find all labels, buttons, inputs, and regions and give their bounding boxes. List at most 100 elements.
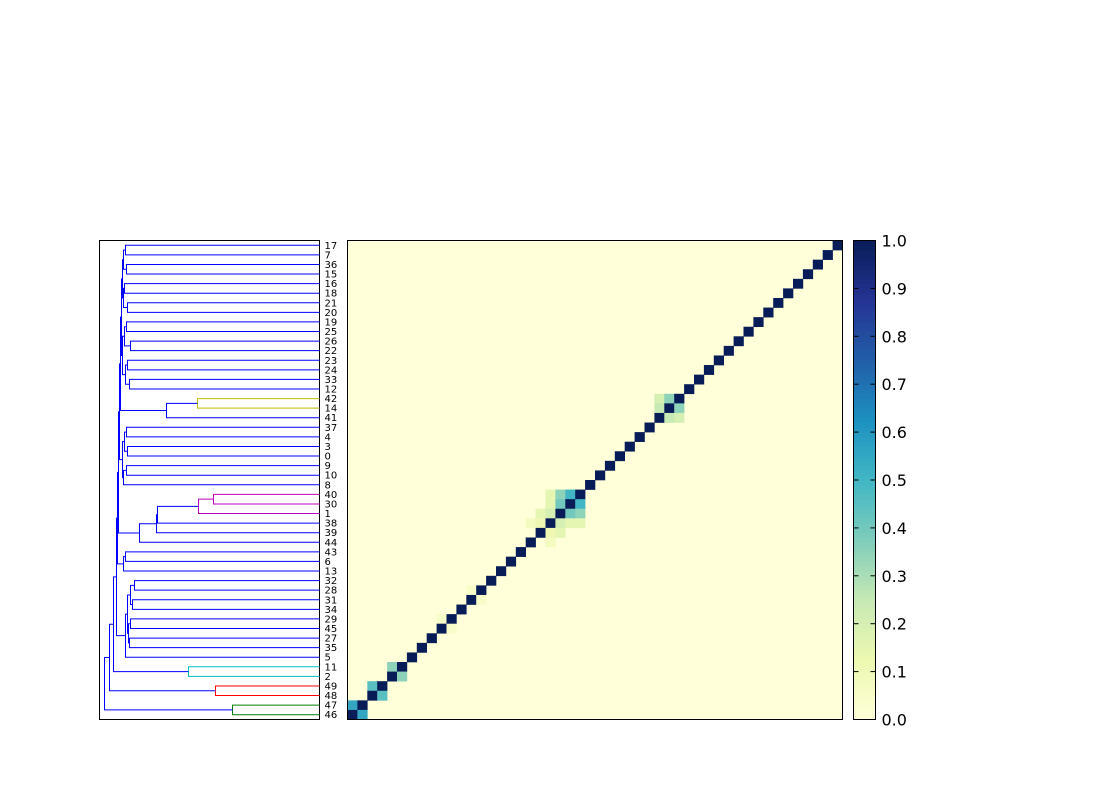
leaf-label: 14	[325, 404, 338, 415]
heatmap-cell	[674, 393, 685, 404]
colorbar-gradient-step	[853, 398, 876, 404]
heatmap-cell	[753, 317, 764, 328]
heatmap-cell	[535, 508, 546, 519]
colorbar-gradient-step	[853, 523, 876, 529]
leaf-label: 29	[325, 614, 338, 625]
heatmap-cell	[703, 365, 715, 375]
colorbar-gradient-step	[853, 365, 876, 371]
colorbar-gradient-step	[853, 599, 876, 606]
heatmap-cell	[604, 460, 616, 471]
heatmap-cell	[555, 489, 566, 500]
heatmap-cell	[763, 307, 774, 318]
colorbar-tick-label: 0.9	[882, 279, 907, 298]
colorbar-gradient-step	[853, 283, 876, 289]
leaf-label: 21	[325, 298, 338, 309]
colorbar-gradient-step	[853, 269, 876, 275]
colorbar-gradient-step	[853, 393, 876, 400]
heatmap-cell	[515, 547, 526, 557]
colorbar-gradient-step	[853, 480, 876, 486]
heatmap-cell	[773, 297, 784, 308]
colorbar-gradient-step	[853, 542, 876, 548]
heatmap-panel	[347, 240, 843, 720]
colorbar-gradient-step	[853, 681, 876, 687]
colorbar-gradient-step	[853, 321, 876, 328]
heatmap-cell	[357, 709, 368, 720]
heatmap-cell	[545, 508, 556, 519]
colorbar-gradient-step	[853, 575, 876, 582]
colorbar-gradient-step	[853, 685, 876, 692]
colorbar-gradient-step	[853, 317, 876, 323]
colorbar-gradient-step	[853, 604, 876, 610]
colorbar-gradient-step	[853, 618, 876, 625]
leaf-label: 35	[325, 643, 338, 654]
leaf-label: 33	[325, 375, 338, 386]
heatmap-cell	[545, 489, 556, 500]
colorbar-gradient-step	[853, 642, 876, 649]
leaf-label: 30	[325, 499, 338, 510]
colorbar-gradient-step	[853, 412, 876, 419]
heatmap-cell	[614, 451, 625, 462]
heatmap-cell	[367, 681, 378, 692]
heatmap-cell	[575, 518, 586, 529]
colorbar-tick-label: 1.0	[882, 232, 907, 251]
heatmap-cell	[446, 614, 457, 624]
colorbar-gradient-step	[853, 676, 876, 682]
leaf-label: 22	[325, 346, 338, 357]
colorbar-tick-label: 0.3	[882, 567, 907, 586]
heatmap-cell	[743, 326, 754, 337]
colorbar-gradient-step	[853, 508, 876, 515]
heatmap-cell	[545, 518, 556, 529]
heatmap-cell	[397, 671, 408, 682]
leaf-label: 2	[325, 672, 331, 683]
colorbar-gradient-step	[853, 566, 876, 572]
heatmap-cell	[436, 623, 447, 634]
colorbar-tick-label: 0.8	[882, 327, 907, 346]
colorbar-tick-label: 0.0	[882, 711, 907, 730]
colorbar-tick-label: 0.6	[882, 423, 907, 442]
colorbar-tick-label: 0.4	[882, 519, 907, 538]
heatmap-cell	[545, 527, 556, 538]
colorbar-gradient-step	[853, 547, 876, 553]
heatmap-cell	[416, 642, 427, 653]
colorbar-gradient-step	[853, 288, 876, 294]
colorbar-gradient-step	[853, 503, 876, 510]
heatmap-cell	[664, 403, 675, 414]
colorbar-gradient-step	[853, 638, 876, 644]
heatmap-cell	[476, 594, 487, 605]
leaf-label: 24	[325, 365, 338, 376]
heatmap-cell	[466, 594, 477, 605]
heatmap-cell	[555, 499, 566, 510]
colorbar-gradient-step	[853, 537, 876, 543]
colorbar-gradient-step	[853, 312, 876, 318]
heatmap-cell	[535, 527, 546, 538]
colorbar-gradient-step	[853, 695, 876, 701]
heatmap-cell	[555, 527, 566, 538]
colorbar-gradient-step	[853, 441, 876, 447]
heatmap-cell	[723, 345, 734, 356]
colorbar-gradient-step	[853, 369, 876, 376]
colorbar-gradient-step	[853, 451, 876, 457]
colorbar-gradient-step	[853, 250, 876, 256]
leaf-label: 19	[325, 317, 338, 328]
colorbar-gradient-step	[853, 594, 876, 601]
heatmap-cell	[406, 652, 418, 663]
colorbar-gradient-step	[853, 264, 876, 270]
heatmap-cell	[654, 403, 665, 414]
colorbar-gradient-step	[853, 614, 876, 620]
colorbar-tick-label: 0.7	[882, 375, 907, 394]
colorbar-gradient-step	[853, 465, 876, 471]
heatmap-cell	[575, 508, 586, 519]
leaf-label: 17	[325, 241, 338, 252]
colorbar-gradient-step	[853, 714, 876, 720]
colorbar-tick-label: 0.2	[882, 615, 907, 634]
heatmap-cell	[812, 259, 823, 270]
heatmap-cell	[654, 412, 665, 423]
heatmap-cell	[466, 585, 477, 596]
heatmap-cell	[624, 441, 635, 452]
heatmap-cell	[585, 480, 596, 490]
colorbar-gradient-step	[853, 628, 876, 634]
leaf-label: 43	[325, 547, 338, 558]
leaf-label: 38	[325, 519, 338, 530]
colorbar-gradient-step	[853, 499, 876, 505]
colorbar-gradient-step	[853, 556, 876, 562]
